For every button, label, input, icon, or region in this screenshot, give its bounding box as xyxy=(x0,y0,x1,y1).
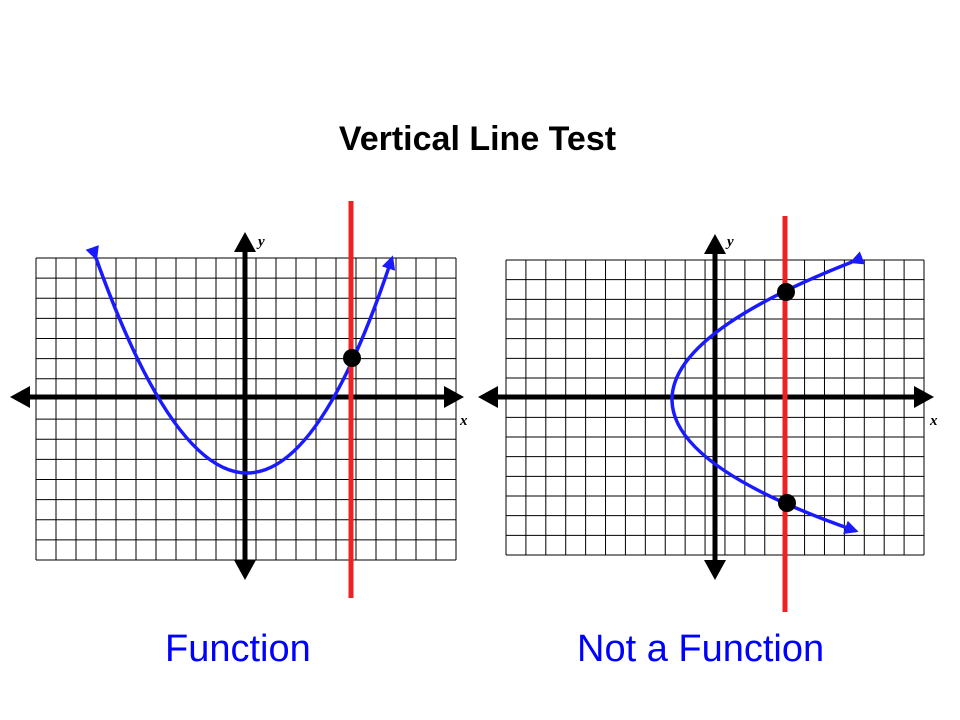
not-a-function-caption: Not a Function xyxy=(577,628,825,670)
x-axis-arrow-left-positive xyxy=(444,386,464,408)
intersection-point-bottom xyxy=(778,494,796,512)
function-caption: Function xyxy=(165,628,311,670)
intersection-point-top xyxy=(777,283,795,301)
function-graph: y x xyxy=(10,201,468,598)
y-axis-arrow-left-up xyxy=(234,232,256,252)
x-axis-arrow-right-positive xyxy=(914,386,934,408)
y-axis-label-right: y xyxy=(725,234,734,250)
x-axis-arrow-left-negative xyxy=(10,386,30,408)
intersection-point xyxy=(343,349,361,367)
x-axis-label-right: x xyxy=(929,413,938,429)
y-axis-label-left: y xyxy=(256,234,265,250)
y-axis-arrow-left-down xyxy=(234,560,256,580)
y-axis-arrow-right-down xyxy=(704,560,726,580)
page-title: Vertical Line Test xyxy=(338,120,617,158)
x-axis-arrow-right-negative xyxy=(478,386,498,408)
not-a-function-graph: y x xyxy=(478,216,938,612)
grid-left xyxy=(35,257,457,561)
y-axis-arrow-right-up xyxy=(704,234,726,254)
sideways-parabola-curve xyxy=(670,251,865,534)
x-axis-label-left: x xyxy=(459,413,468,429)
